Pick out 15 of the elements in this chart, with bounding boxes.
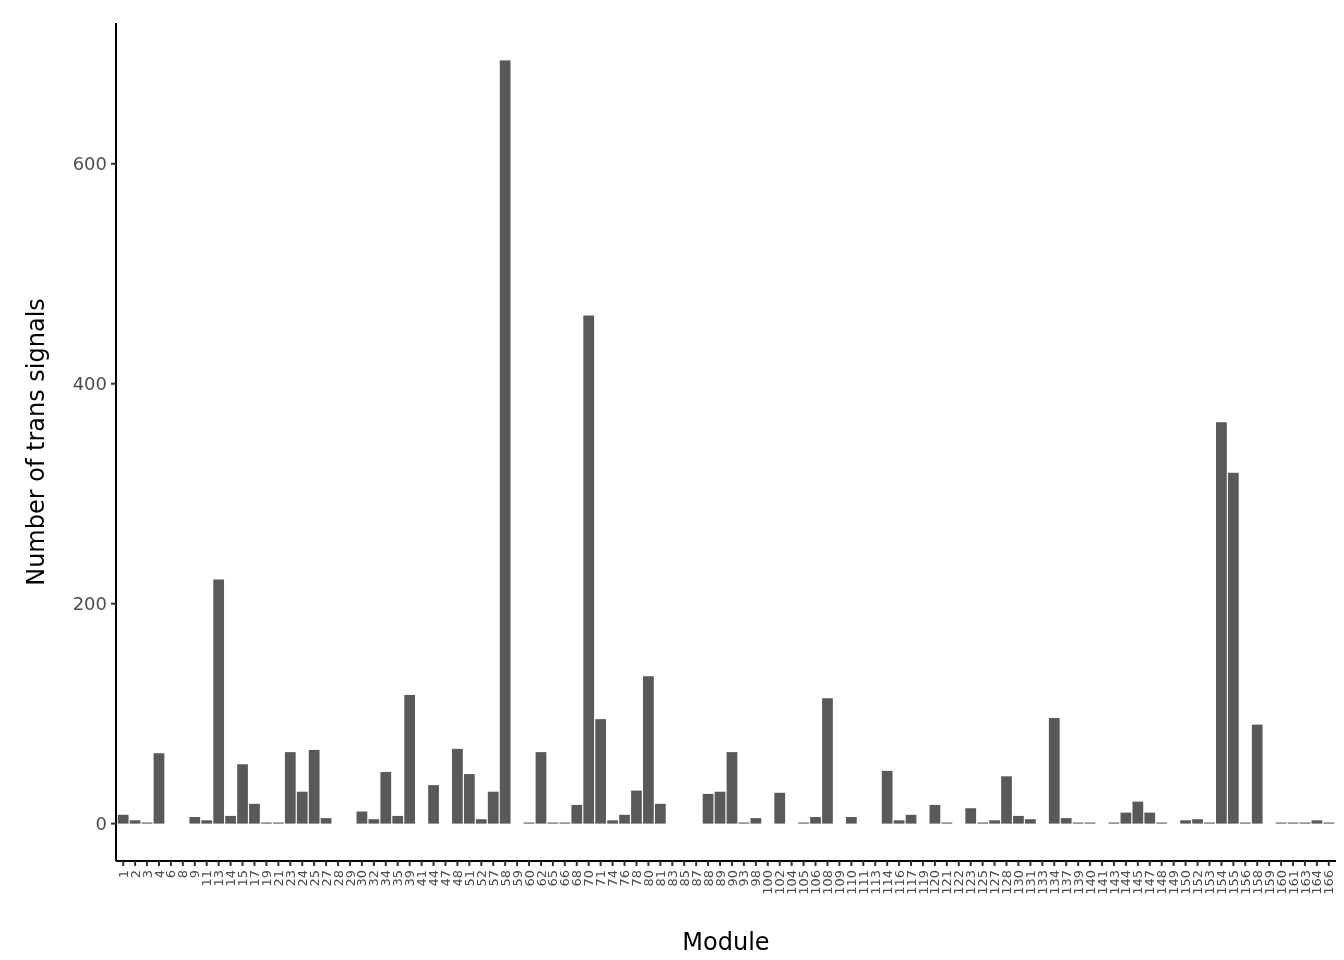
bar (845, 817, 857, 824)
y-tick-label: 600 (72, 153, 107, 175)
bar (428, 785, 439, 824)
x-axis-title: Module (682, 928, 770, 956)
y-tick-label: 200 (72, 592, 107, 614)
bar (153, 753, 165, 824)
y-axis-title: Number of trans signals (22, 298, 50, 586)
bar (905, 814, 917, 824)
bar (714, 791, 726, 824)
bar (774, 792, 786, 824)
bar (535, 752, 547, 824)
y-tick-label: 400 (72, 373, 107, 395)
bar (702, 793, 714, 824)
y-tick-label: 0 (95, 812, 107, 834)
bar (726, 752, 738, 824)
